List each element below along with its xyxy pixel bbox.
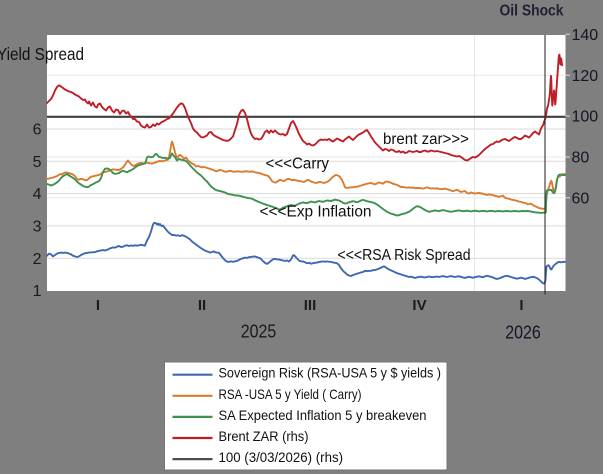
svg-text:80: 80 (572, 150, 590, 167)
svg-text:Brent ZAR (rhs): Brent ZAR (rhs) (219, 429, 309, 444)
svg-text:120: 120 (572, 68, 599, 85)
svg-text:I: I (96, 297, 100, 314)
svg-text:<<<RSA Risk Spread: <<<RSA Risk Spread (338, 247, 471, 264)
svg-text:<<<Exp Inflation: <<<Exp Inflation (260, 204, 372, 221)
svg-text:100 (3/03/2026) (rhs): 100 (3/03/2026) (rhs) (219, 450, 344, 465)
svg-text:2025: 2025 (241, 322, 277, 342)
svg-text:100: 100 (572, 109, 599, 126)
svg-text:6: 6 (33, 122, 42, 139)
svg-text:Oil Shock: Oil Shock (500, 3, 564, 20)
svg-text:4: 4 (33, 186, 42, 203)
svg-text:5: 5 (33, 154, 42, 171)
svg-text:<<<Carry: <<<Carry (266, 156, 330, 173)
svg-text:SA Expected Inflation 5 y brea: SA Expected Inflation 5 y breakeven (219, 408, 427, 423)
svg-text:RSA -USA 5 y Yield ( Carry): RSA -USA 5 y Yield ( Carry) (219, 387, 362, 402)
svg-text:Sovereign Risk (RSA-USA 5 y $: Sovereign Risk (RSA-USA 5 y $ yields ) (219, 366, 442, 381)
svg-text:2: 2 (33, 251, 42, 268)
svg-text:3: 3 (33, 219, 42, 236)
svg-text:IV: IV (412, 297, 426, 314)
svg-text:III: III (304, 297, 317, 314)
svg-text:Yield Spread: Yield Spread (0, 44, 84, 64)
svg-text:2026: 2026 (505, 323, 541, 343)
svg-text:II: II (198, 297, 206, 314)
svg-text:140: 140 (572, 27, 599, 44)
svg-text:1: 1 (33, 283, 42, 300)
svg-text:60: 60 (572, 190, 590, 207)
svg-text:brent zar>>>: brent zar>>> (383, 131, 469, 148)
svg-text:I: I (519, 297, 523, 314)
